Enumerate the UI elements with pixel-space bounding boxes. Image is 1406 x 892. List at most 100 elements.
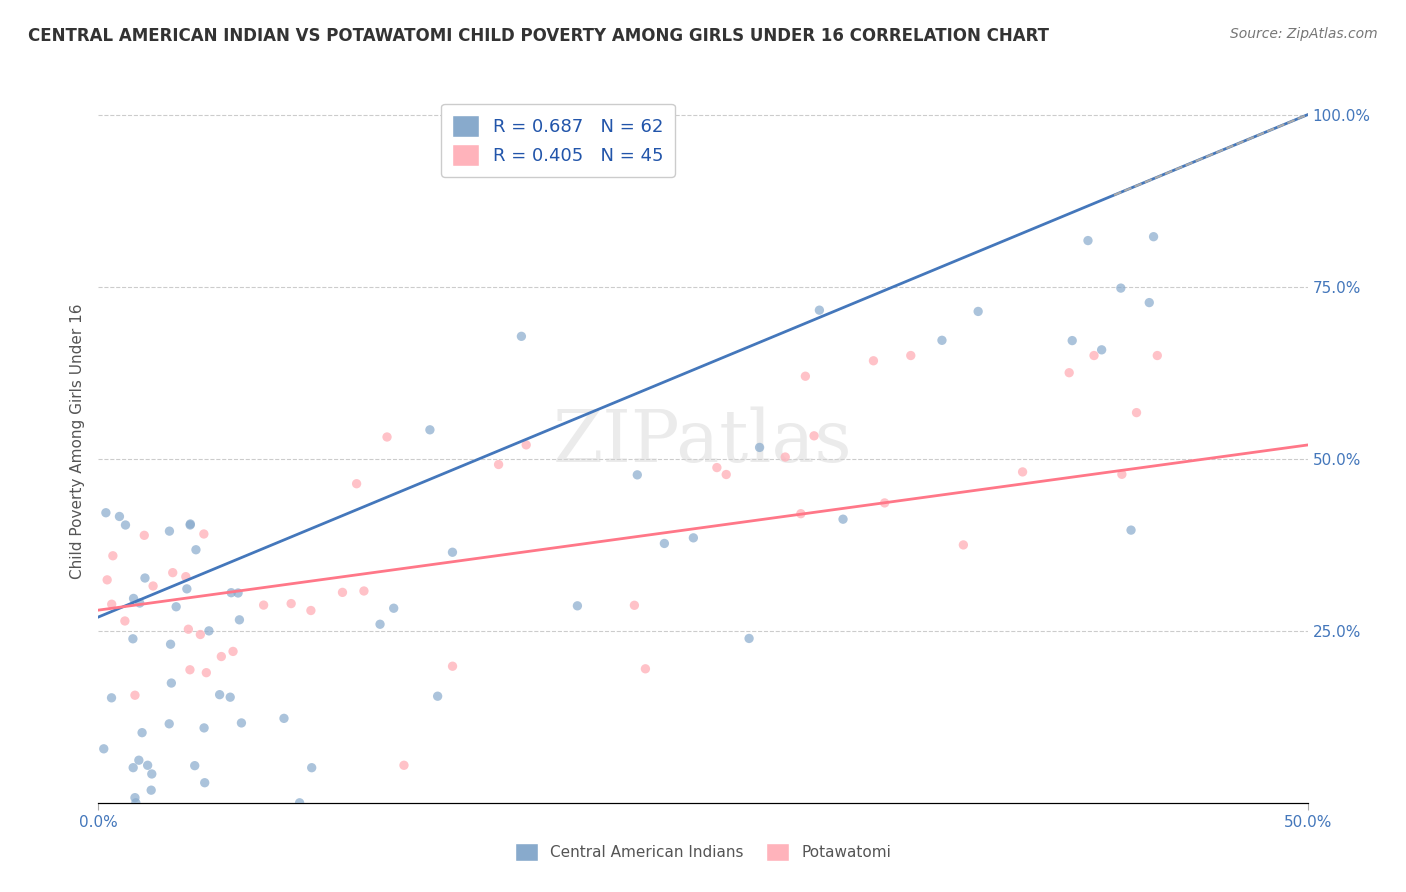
Point xyxy=(162,566,184,580)
Point xyxy=(193,527,215,541)
Text: Source: ZipAtlas.com: Source: ZipAtlas.com xyxy=(1230,27,1378,41)
Point xyxy=(515,438,537,452)
Point xyxy=(219,690,242,705)
Point xyxy=(100,690,122,705)
Point xyxy=(209,649,232,664)
Point xyxy=(190,627,212,641)
Point xyxy=(1119,523,1142,537)
Point xyxy=(682,531,704,545)
Point xyxy=(794,369,817,384)
Point xyxy=(122,591,145,606)
Point xyxy=(1062,334,1084,348)
Point xyxy=(176,582,198,596)
Point xyxy=(626,467,648,482)
Point xyxy=(198,624,221,638)
Point xyxy=(441,545,464,559)
Point xyxy=(179,518,201,533)
Point xyxy=(222,644,245,658)
Point xyxy=(738,632,761,646)
Point xyxy=(1091,343,1114,357)
Point xyxy=(136,758,159,772)
Point xyxy=(375,430,398,444)
Point xyxy=(1146,349,1168,363)
Point xyxy=(114,614,136,628)
Point xyxy=(160,676,183,690)
Point xyxy=(101,549,124,563)
Point xyxy=(128,596,150,610)
Point xyxy=(141,783,163,797)
Point xyxy=(165,599,187,614)
Legend: Central American Indians, Potawatomi: Central American Indians, Potawatomi xyxy=(509,837,897,867)
Point xyxy=(510,329,533,343)
Point xyxy=(226,586,249,600)
Point xyxy=(174,569,197,583)
Point xyxy=(346,476,368,491)
Point xyxy=(382,601,405,615)
Point xyxy=(931,334,953,348)
Point xyxy=(1057,366,1080,380)
Point xyxy=(426,689,449,703)
Point xyxy=(208,688,231,702)
Point xyxy=(441,659,464,673)
Text: CENTRAL AMERICAN INDIAN VS POTAWATOMI CHILD POVERTY AMONG GIRLS UNDER 16 CORRELA: CENTRAL AMERICAN INDIAN VS POTAWATOMI CH… xyxy=(28,27,1049,45)
Point xyxy=(194,775,217,789)
Point xyxy=(332,585,354,599)
Point xyxy=(124,790,146,805)
Point xyxy=(179,516,201,531)
Point xyxy=(125,796,148,810)
Point xyxy=(195,665,218,680)
Point xyxy=(114,518,136,533)
Y-axis label: Child Poverty Among Girls Under 16: Child Poverty Among Girls Under 16 xyxy=(69,304,84,579)
Point xyxy=(100,597,122,611)
Point xyxy=(623,599,645,613)
Point xyxy=(228,613,250,627)
Point xyxy=(803,429,825,443)
Point xyxy=(862,353,884,368)
Point xyxy=(184,542,207,557)
Point xyxy=(128,753,150,767)
Point xyxy=(179,663,201,677)
Point xyxy=(124,688,146,702)
Point xyxy=(134,528,156,542)
Point xyxy=(368,617,391,632)
Point xyxy=(716,467,738,482)
Point xyxy=(634,662,657,676)
Point xyxy=(219,585,242,599)
Point xyxy=(1109,281,1132,295)
Point xyxy=(392,758,415,772)
Point xyxy=(122,761,145,775)
Point xyxy=(567,599,589,613)
Point xyxy=(159,524,181,538)
Point xyxy=(193,721,215,735)
Point xyxy=(299,603,322,617)
Point xyxy=(131,725,153,739)
Point xyxy=(353,584,375,599)
Point xyxy=(1137,295,1160,310)
Point xyxy=(273,711,295,725)
Point xyxy=(775,450,797,464)
Text: ZIPatlas: ZIPatlas xyxy=(553,406,853,477)
Point xyxy=(900,349,922,363)
Point xyxy=(301,761,323,775)
Point xyxy=(93,741,115,756)
Point xyxy=(157,716,180,731)
Point xyxy=(142,579,165,593)
Point xyxy=(952,538,974,552)
Point xyxy=(96,573,118,587)
Point xyxy=(1077,234,1099,248)
Point xyxy=(1011,465,1033,479)
Point xyxy=(1125,406,1147,420)
Point xyxy=(122,632,145,646)
Point xyxy=(280,597,302,611)
Point xyxy=(808,303,831,318)
Point xyxy=(183,758,205,772)
Point xyxy=(873,496,896,510)
Point xyxy=(288,796,311,810)
Point xyxy=(177,622,200,636)
Point xyxy=(706,460,728,475)
Point xyxy=(108,509,131,524)
Point xyxy=(748,441,770,455)
Point xyxy=(654,536,676,550)
Point xyxy=(832,512,855,526)
Point xyxy=(94,506,117,520)
